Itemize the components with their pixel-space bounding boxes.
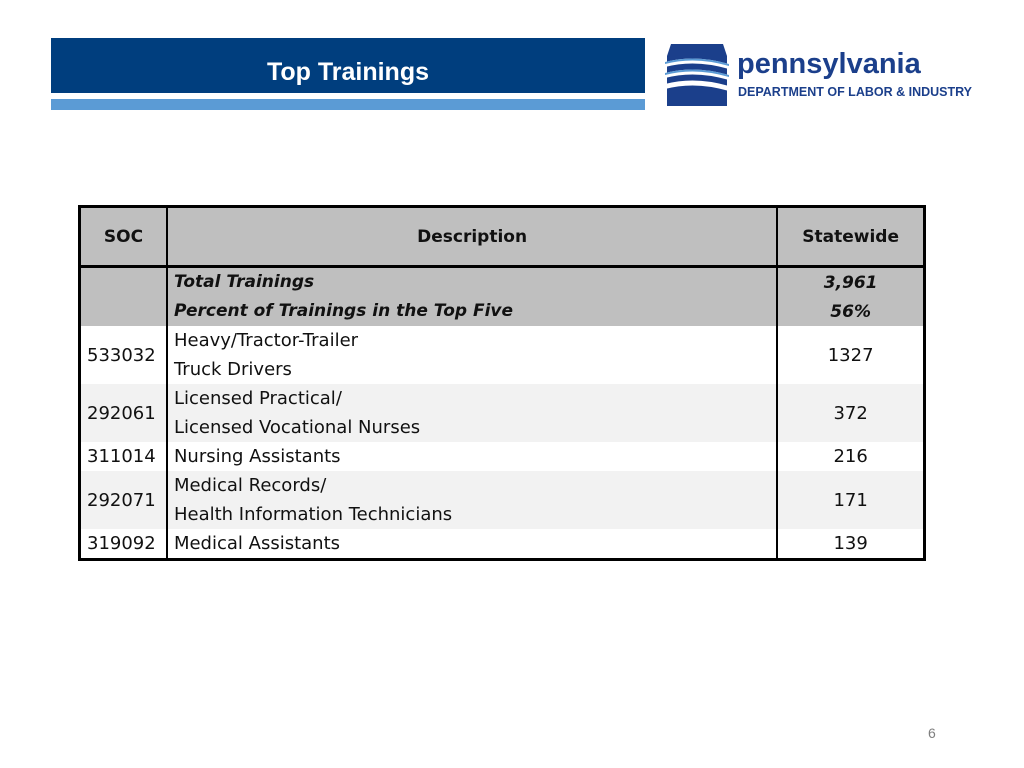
table-row: 533032 Heavy/Tractor-Trailer Truck Drive… <box>77 326 927 384</box>
description-line: Heavy/Tractor-Trailer <box>173 330 359 351</box>
summary-row-percent: Percent of Trainings in the Top Five 56% <box>77 297 927 326</box>
soc-code: 311014 <box>77 442 168 471</box>
page-number: 6 <box>928 725 936 741</box>
percent-top-five-label: Percent of Trainings in the Top Five <box>166 297 779 326</box>
table-row: 292071 Medical Records/ Health Informati… <box>77 471 927 529</box>
page-title: Top Trainings <box>266 58 430 86</box>
top-trainings-table: SOC Description Statewide Total Training… <box>77 205 927 561</box>
statewide-value: 171 <box>777 471 927 529</box>
description-cell: Medical Assistants <box>166 529 779 561</box>
table-row: 319092 Medical Assistants 139 <box>77 529 927 561</box>
summary-soc-cell <box>77 266 168 297</box>
description-line: Medical Records/ <box>173 475 327 496</box>
summary-soc-cell <box>77 297 168 326</box>
total-trainings-value: 3,961 <box>777 266 927 297</box>
description-line: Medical Assistants <box>173 533 341 554</box>
soc-code: 292071 <box>77 471 168 529</box>
total-trainings-label: Total Trainings <box>166 266 779 297</box>
header-statewide: Statewide <box>777 205 927 268</box>
description-line: Licensed Practical/ <box>173 388 342 409</box>
description-cell: Licensed Practical/ Licensed Vocational … <box>166 384 779 442</box>
soc-code: 319092 <box>77 529 168 561</box>
table-row: 292061 Licensed Practical/ Licensed Voca… <box>77 384 927 442</box>
soc-code: 292061 <box>77 384 168 442</box>
title-bar: Top Trainings <box>51 38 645 93</box>
logo-subtitle: DEPARTMENT OF LABOR & INDUSTRY <box>738 85 973 99</box>
statewide-value: 216 <box>777 442 927 471</box>
soc-code: 533032 <box>77 326 168 384</box>
description-cell: Heavy/Tractor-Trailer Truck Drivers <box>166 326 779 384</box>
description-line: Health Information Technicians <box>173 504 453 525</box>
statewide-value: 1327 <box>777 326 927 384</box>
description-line: Nursing Assistants <box>173 446 341 467</box>
pa-logo: pennsylvania DEPARTMENT OF LABOR & INDUS… <box>665 42 985 108</box>
statewide-value: 139 <box>777 529 927 561</box>
summary-row-total: Total Trainings 3,961 <box>77 266 927 297</box>
description-cell: Medical Records/ Health Information Tech… <box>166 471 779 529</box>
description-line: Licensed Vocational Nurses <box>173 417 421 438</box>
table-row: 311014 Nursing Assistants 216 <box>77 442 927 471</box>
percent-top-five-value: 56% <box>777 297 927 326</box>
logo-wordmark: pennsylvania <box>737 48 921 80</box>
title-stripe <box>51 99 645 110</box>
header-soc: SOC <box>77 205 168 268</box>
description-cell: Nursing Assistants <box>166 442 779 471</box>
keystone-icon <box>665 44 729 106</box>
description-line: Truck Drivers <box>173 359 292 380</box>
table-header-row: SOC Description Statewide <box>77 205 927 268</box>
header-description: Description <box>166 205 779 268</box>
statewide-value: 372 <box>777 384 927 442</box>
